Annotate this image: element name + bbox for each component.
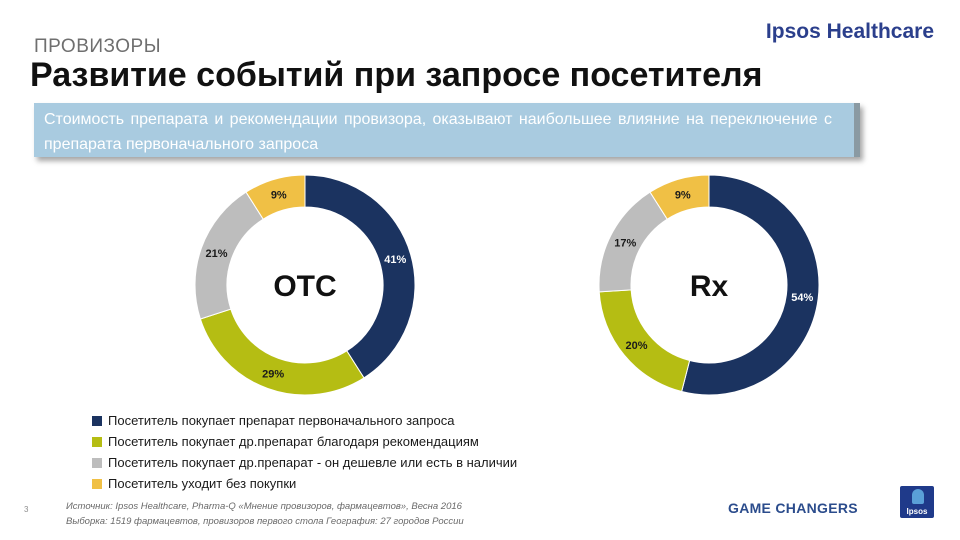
callout-box: Стоимость препарата и рекомендации прови…	[34, 103, 860, 157]
section-label: ПРОВИЗОРЫ	[34, 36, 162, 57]
legend-item-recommendation: Посетитель покупает др.препарат благодар…	[92, 431, 517, 452]
donut-slice-recommendation	[199, 308, 365, 396]
legend-label: Посетитель уходит без покупки	[108, 476, 297, 491]
slice-value-label: 20%	[626, 340, 648, 352]
otc-donut-chart: 41% 29% 21% 9% OTC	[194, 174, 416, 396]
page-title: Развитие событий при запросе посетителя	[30, 56, 763, 94]
sample-note: Выборка: 1519 фармацевтов, провизоров пе…	[66, 516, 464, 527]
slice-value-label: 41%	[384, 254, 406, 266]
footnote: Источник: Ipsos Healthcare, Pharma-Q «Мн…	[66, 499, 464, 529]
legend-label: Посетитель покупает др.препарат благодар…	[108, 434, 479, 449]
donut-slice-no-purchase	[649, 174, 710, 220]
legend-swatch	[92, 415, 102, 426]
donut-slice-no-purchase	[245, 174, 306, 220]
logo-mark-icon	[912, 489, 924, 504]
brand-name: Ipsos Healthcare	[765, 20, 934, 43]
legend-label: Посетитель покупает препарат первоначаль…	[108, 413, 455, 428]
slice-value-label: 9%	[271, 190, 287, 202]
slice-value-label: 54%	[791, 292, 813, 304]
source-note: Источник: Ipsos Healthcare, Pharma-Q «Мн…	[66, 501, 462, 512]
donut-slice-initial-request	[304, 174, 416, 379]
legend-label: Посетитель покупает др.препарат - он деш…	[108, 455, 518, 470]
legend-swatch	[92, 436, 102, 447]
rx-donut-chart: 54% 20% 17% 9% Rx	[598, 174, 820, 396]
legend-swatch	[92, 478, 102, 489]
slice-value-label: 17%	[614, 237, 636, 249]
ipsos-logo: Ipsos	[900, 486, 934, 518]
slice-value-label: 29%	[262, 368, 284, 380]
legend-item-no-purchase: Посетитель уходит без покупки	[92, 473, 517, 494]
slice-value-label: 9%	[675, 190, 691, 202]
chart-legend: Посетитель покупает препарат первоначаль…	[92, 410, 517, 494]
page-number: 3	[24, 505, 29, 514]
callout-text: Стоимость препарата и рекомендации прови…	[44, 111, 832, 153]
game-changers-tagline: GAME CHANGERS	[728, 500, 858, 516]
donut-slice-initial-request	[681, 174, 820, 396]
logo-text: Ipsos	[906, 507, 928, 516]
legend-item-cheaper-available: Посетитель покупает др.препарат - он деш…	[92, 452, 517, 473]
callout-accent-bar	[854, 103, 860, 157]
slice-value-label: 21%	[206, 248, 228, 260]
legend-swatch	[92, 457, 102, 468]
donut-center-label: Rx	[690, 270, 729, 303]
legend-item-initial-request: Посетитель покупает препарат первоначаль…	[92, 410, 517, 431]
donut-center-label: OTC	[273, 270, 336, 303]
